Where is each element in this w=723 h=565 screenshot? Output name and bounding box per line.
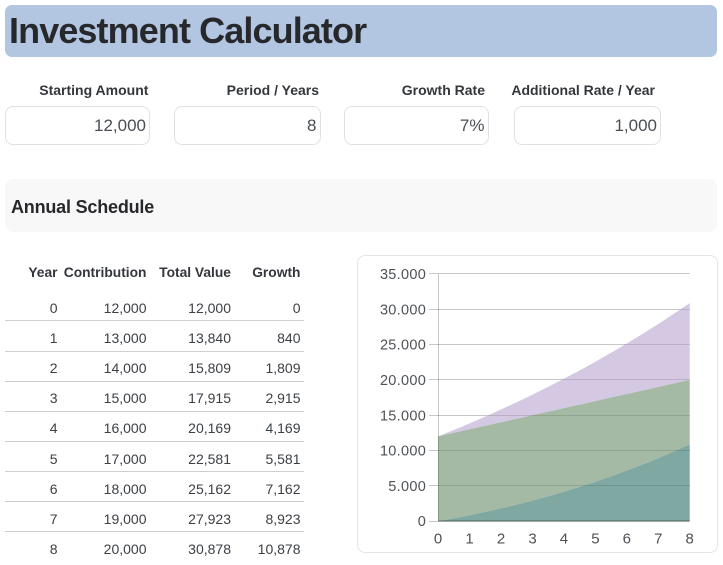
svg-text:10.000: 10.000 [379, 443, 425, 459]
svg-text:15.000: 15.000 [379, 408, 425, 424]
svg-text:1: 1 [465, 530, 473, 547]
svg-text:0: 0 [417, 514, 425, 530]
svg-text:5: 5 [591, 530, 599, 547]
svg-text:35.000: 35.000 [379, 267, 425, 283]
svg-text:3: 3 [528, 530, 536, 547]
svg-text:4: 4 [559, 530, 567, 547]
svg-text:0: 0 [433, 530, 441, 547]
svg-text:6: 6 [622, 530, 630, 547]
svg-text:5.000: 5.000 [388, 478, 426, 494]
svg-text:8: 8 [685, 530, 693, 547]
svg-text:20.000: 20.000 [379, 373, 425, 389]
svg-text:2: 2 [496, 530, 504, 547]
svg-text:25.000: 25.000 [379, 337, 425, 353]
svg-text:30.000: 30.000 [379, 302, 425, 318]
svg-text:7: 7 [654, 530, 662, 547]
